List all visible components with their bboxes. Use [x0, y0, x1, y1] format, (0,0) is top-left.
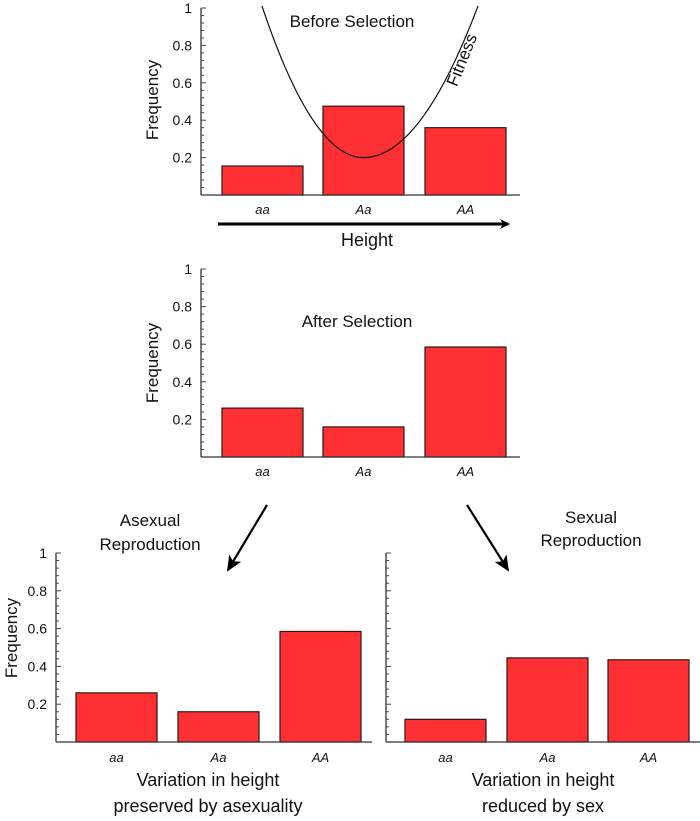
- x-category-label: aa: [255, 464, 269, 479]
- bar-AA: [279, 630, 362, 743]
- x-categories: aa Aa AA: [255, 464, 474, 479]
- bar-aa: [75, 692, 158, 743]
- x-axis-label-line-2: preserved by asexuality: [113, 796, 302, 816]
- x-categories: aa Aa AA: [109, 750, 329, 765]
- bar-Aa: [322, 105, 405, 196]
- bar-Aa: [177, 711, 260, 743]
- x-axis-label-line-1: Variation in height: [137, 770, 280, 790]
- y-axis-label: Frequency: [2, 597, 21, 678]
- y-axis-label: Frequency: [143, 322, 162, 403]
- y-tick-label: 0.6: [173, 336, 193, 352]
- chart-title: Before Selection: [290, 12, 415, 31]
- y-tick-label: 0.8: [173, 299, 193, 315]
- bar-AA: [424, 127, 507, 196]
- chart-title: After Selection: [302, 312, 413, 331]
- header-line-1: Sexual: [565, 508, 617, 527]
- chart-before-selection: Before Selection Frequency 0.2 0.4 0.6 0.8 1…: [143, 0, 520, 250]
- y-tick-label: 0.2: [28, 696, 48, 712]
- x-categories: aa Aa AA: [438, 750, 657, 765]
- x-category-label: Aa: [539, 750, 556, 765]
- chart-sexual-reproduction: Sexual Reproduction aa Aa AA Variation in …: [385, 508, 700, 816]
- fitness-label: Fitness: [443, 31, 481, 89]
- x-category-label: AA: [456, 202, 474, 217]
- bar-aa: [404, 718, 487, 743]
- bars: [75, 630, 362, 743]
- bar-AA: [424, 346, 507, 458]
- x-axis-label-line-2: reduced by sex: [482, 796, 604, 816]
- chart-asexual-reproduction: Asexual Reproduction Frequency 0.2 0.4 0.6…: [2, 511, 372, 816]
- y-tick-label: 0.2: [173, 411, 193, 427]
- x-category-label: Aa: [210, 750, 227, 765]
- bars: [404, 657, 690, 743]
- bar-Aa: [506, 657, 589, 743]
- y-tick-label: 0.4: [173, 374, 193, 390]
- y-tick-label: 0.6: [173, 75, 193, 91]
- y-tick-label: 0.8: [28, 583, 48, 599]
- arrow-to-asexual-icon: [226, 504, 268, 572]
- y-axis-label: Frequency: [143, 59, 162, 140]
- y-tick-label: 1: [184, 0, 192, 16]
- y-tick-label: 0.8: [173, 37, 193, 53]
- bars: [221, 346, 507, 458]
- y-ticks: 0.2 0.4 0.6 0.8 1: [173, 0, 520, 196]
- x-category-label: AA: [639, 750, 657, 765]
- x-axis-label: Height: [341, 230, 393, 250]
- x-axis-label-line-1: Variation in height: [472, 770, 615, 790]
- y-tick-label: 0.2: [173, 150, 193, 166]
- y-ticks: 0.2 0.4 0.6 0.8 1: [173, 261, 520, 458]
- header-line-1: Asexual: [120, 511, 180, 530]
- y-ticks: 0.2 0.4 0.6 0.8 1: [28, 545, 372, 743]
- y-tick-label: 1: [39, 545, 47, 561]
- y-tick-label: 1: [184, 261, 192, 277]
- bar-AA: [607, 659, 690, 743]
- x-category-label: Aa: [355, 464, 372, 479]
- fitness-curve: [261, 5, 479, 159]
- y-ticks: [385, 552, 700, 743]
- bar-aa: [221, 407, 304, 458]
- x-category-label: aa: [109, 750, 123, 765]
- x-category-label: AA: [311, 750, 329, 765]
- x-category-label: aa: [438, 750, 452, 765]
- chart-after-selection: After Selection Frequency 0.20.40.60.81 …: [143, 261, 520, 479]
- x-category-label: aa: [255, 202, 269, 217]
- bar-aa: [221, 165, 304, 196]
- arrow-to-sexual-icon: [466, 504, 510, 572]
- y-tick-label: 0.4: [28, 658, 48, 674]
- y-tick-label: 0.6: [28, 621, 48, 637]
- x-categories: aa Aa AA: [255, 202, 474, 217]
- header-line-2: Reproduction: [540, 531, 641, 550]
- y-tick-label: 0.4: [173, 112, 193, 128]
- x-category-label: Aa: [355, 202, 372, 217]
- bars: [221, 105, 507, 196]
- bar-Aa: [322, 426, 405, 458]
- header-line-2: Reproduction: [99, 535, 200, 554]
- x-category-label: AA: [456, 464, 474, 479]
